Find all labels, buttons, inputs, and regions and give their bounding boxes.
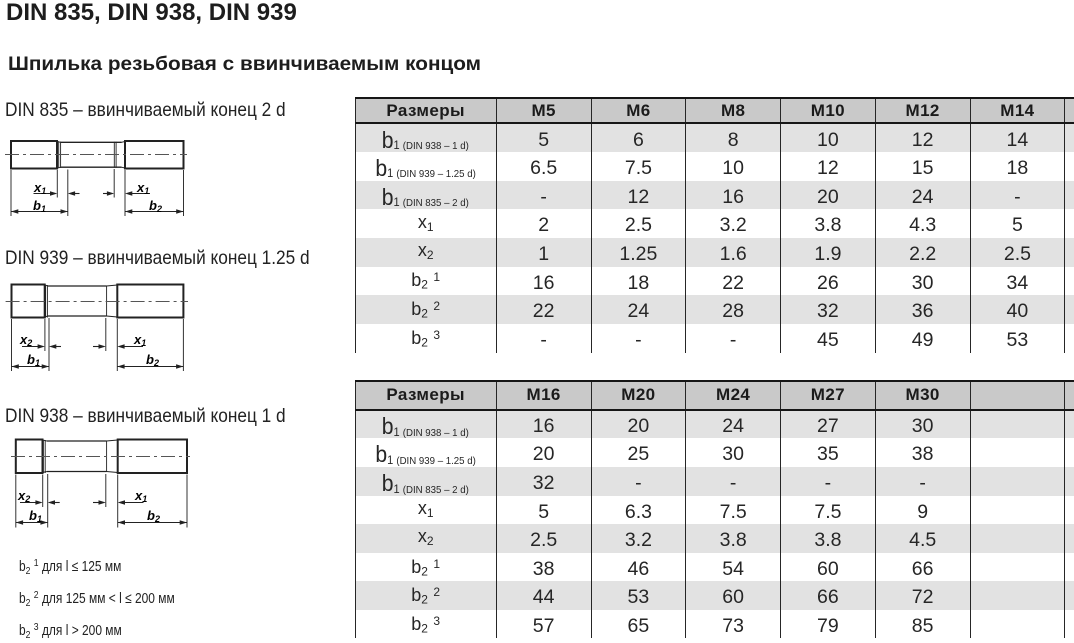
svg-text:x1: x1 (134, 488, 147, 504)
svg-text:b1: b1 (29, 508, 42, 524)
svg-text:x2: x2 (17, 488, 30, 504)
svg-text:b2: b2 (147, 508, 160, 524)
